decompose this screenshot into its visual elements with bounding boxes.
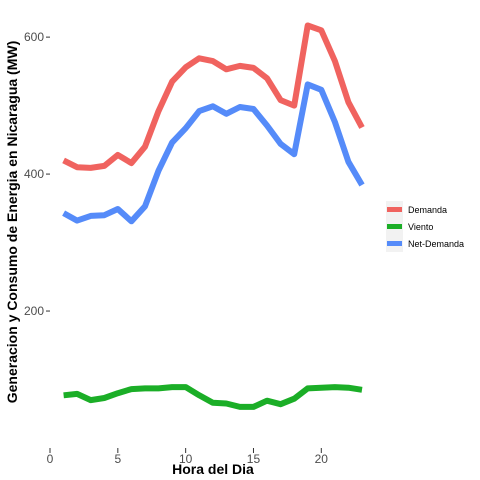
legend-label-net-demanda: Net-Demanda (408, 239, 464, 249)
series-layer (62, 22, 365, 410)
y-tick-label: 400 (24, 167, 44, 181)
x-axis: 0 5 10 15 20 (47, 448, 329, 466)
series-line-net-demanda (62, 81, 365, 225)
x-tick-label: 10 (179, 452, 193, 466)
legend: Demanda Viento Net-Demanda (386, 201, 464, 252)
y-tick-label: 200 (24, 304, 44, 318)
y-tick-label: 600 (24, 30, 44, 44)
legend-label-viento: Viento (408, 222, 433, 232)
y-axis-title: Generacion y Consumo de Energia en Nicar… (4, 41, 20, 404)
series-line-viento (63, 384, 363, 410)
series-line-demanda (62, 22, 365, 171)
legend-label-demanda: Demanda (408, 205, 447, 215)
x-tick-label: 15 (247, 452, 261, 466)
x-tick-label: 5 (114, 452, 121, 466)
legend-swatch-net-demanda (387, 241, 402, 246)
legend-swatch-viento (387, 224, 402, 229)
x-tick-label: 20 (315, 452, 329, 466)
legend-swatch-demanda (387, 207, 402, 212)
x-axis-title: Hora del Dia (172, 461, 254, 477)
y-axis: 200 400 600 (24, 30, 50, 318)
x-tick-label: 0 (47, 452, 54, 466)
